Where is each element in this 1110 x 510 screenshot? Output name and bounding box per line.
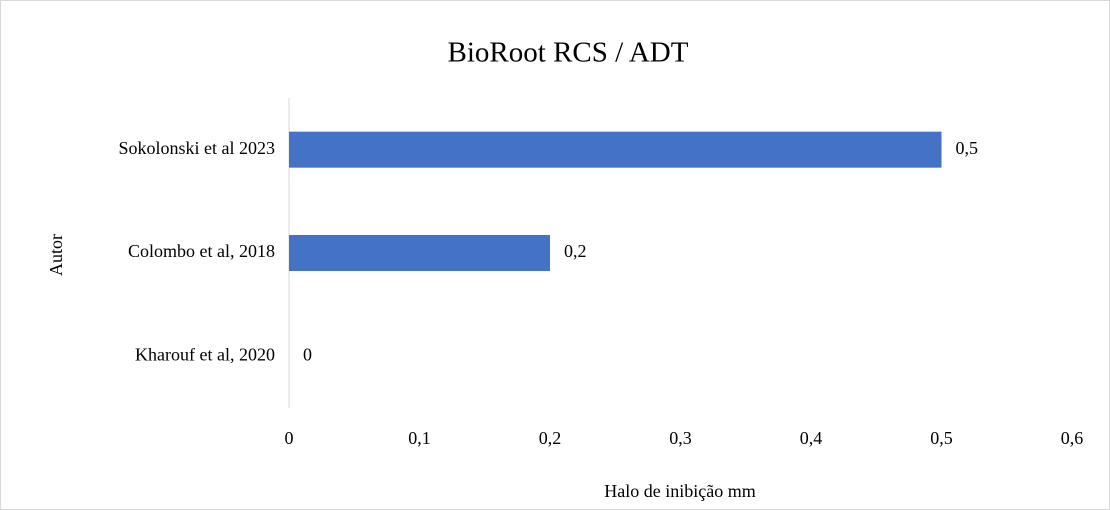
x-tick-label: 0,5 — [930, 428, 953, 448]
x-tick-label: 0,3 — [669, 428, 692, 448]
y-tick-label: Colombo et al, 2018 — [128, 241, 275, 261]
y-axis-label: Autor — [46, 234, 66, 276]
x-tick-label: 0,6 — [1061, 428, 1084, 448]
chart-title: BioRoot RCS / ADT — [448, 37, 689, 69]
y-tick-label: Sokolonski et al 2023 — [119, 138, 276, 158]
data-label: 0,2 — [564, 241, 587, 261]
x-axis-label: Halo de inibição mm — [604, 481, 755, 501]
data-label: 0 — [303, 344, 312, 364]
bar — [289, 235, 550, 271]
x-tick-label: 0 — [285, 428, 294, 448]
x-tick-label: 0,2 — [539, 428, 562, 448]
y-tick-label: Kharouf et al, 2020 — [135, 344, 275, 364]
data-label: 0,5 — [956, 138, 979, 158]
x-tick-label: 0,4 — [800, 428, 823, 448]
bar — [289, 131, 942, 168]
x-tick-label: 0,1 — [408, 428, 431, 448]
